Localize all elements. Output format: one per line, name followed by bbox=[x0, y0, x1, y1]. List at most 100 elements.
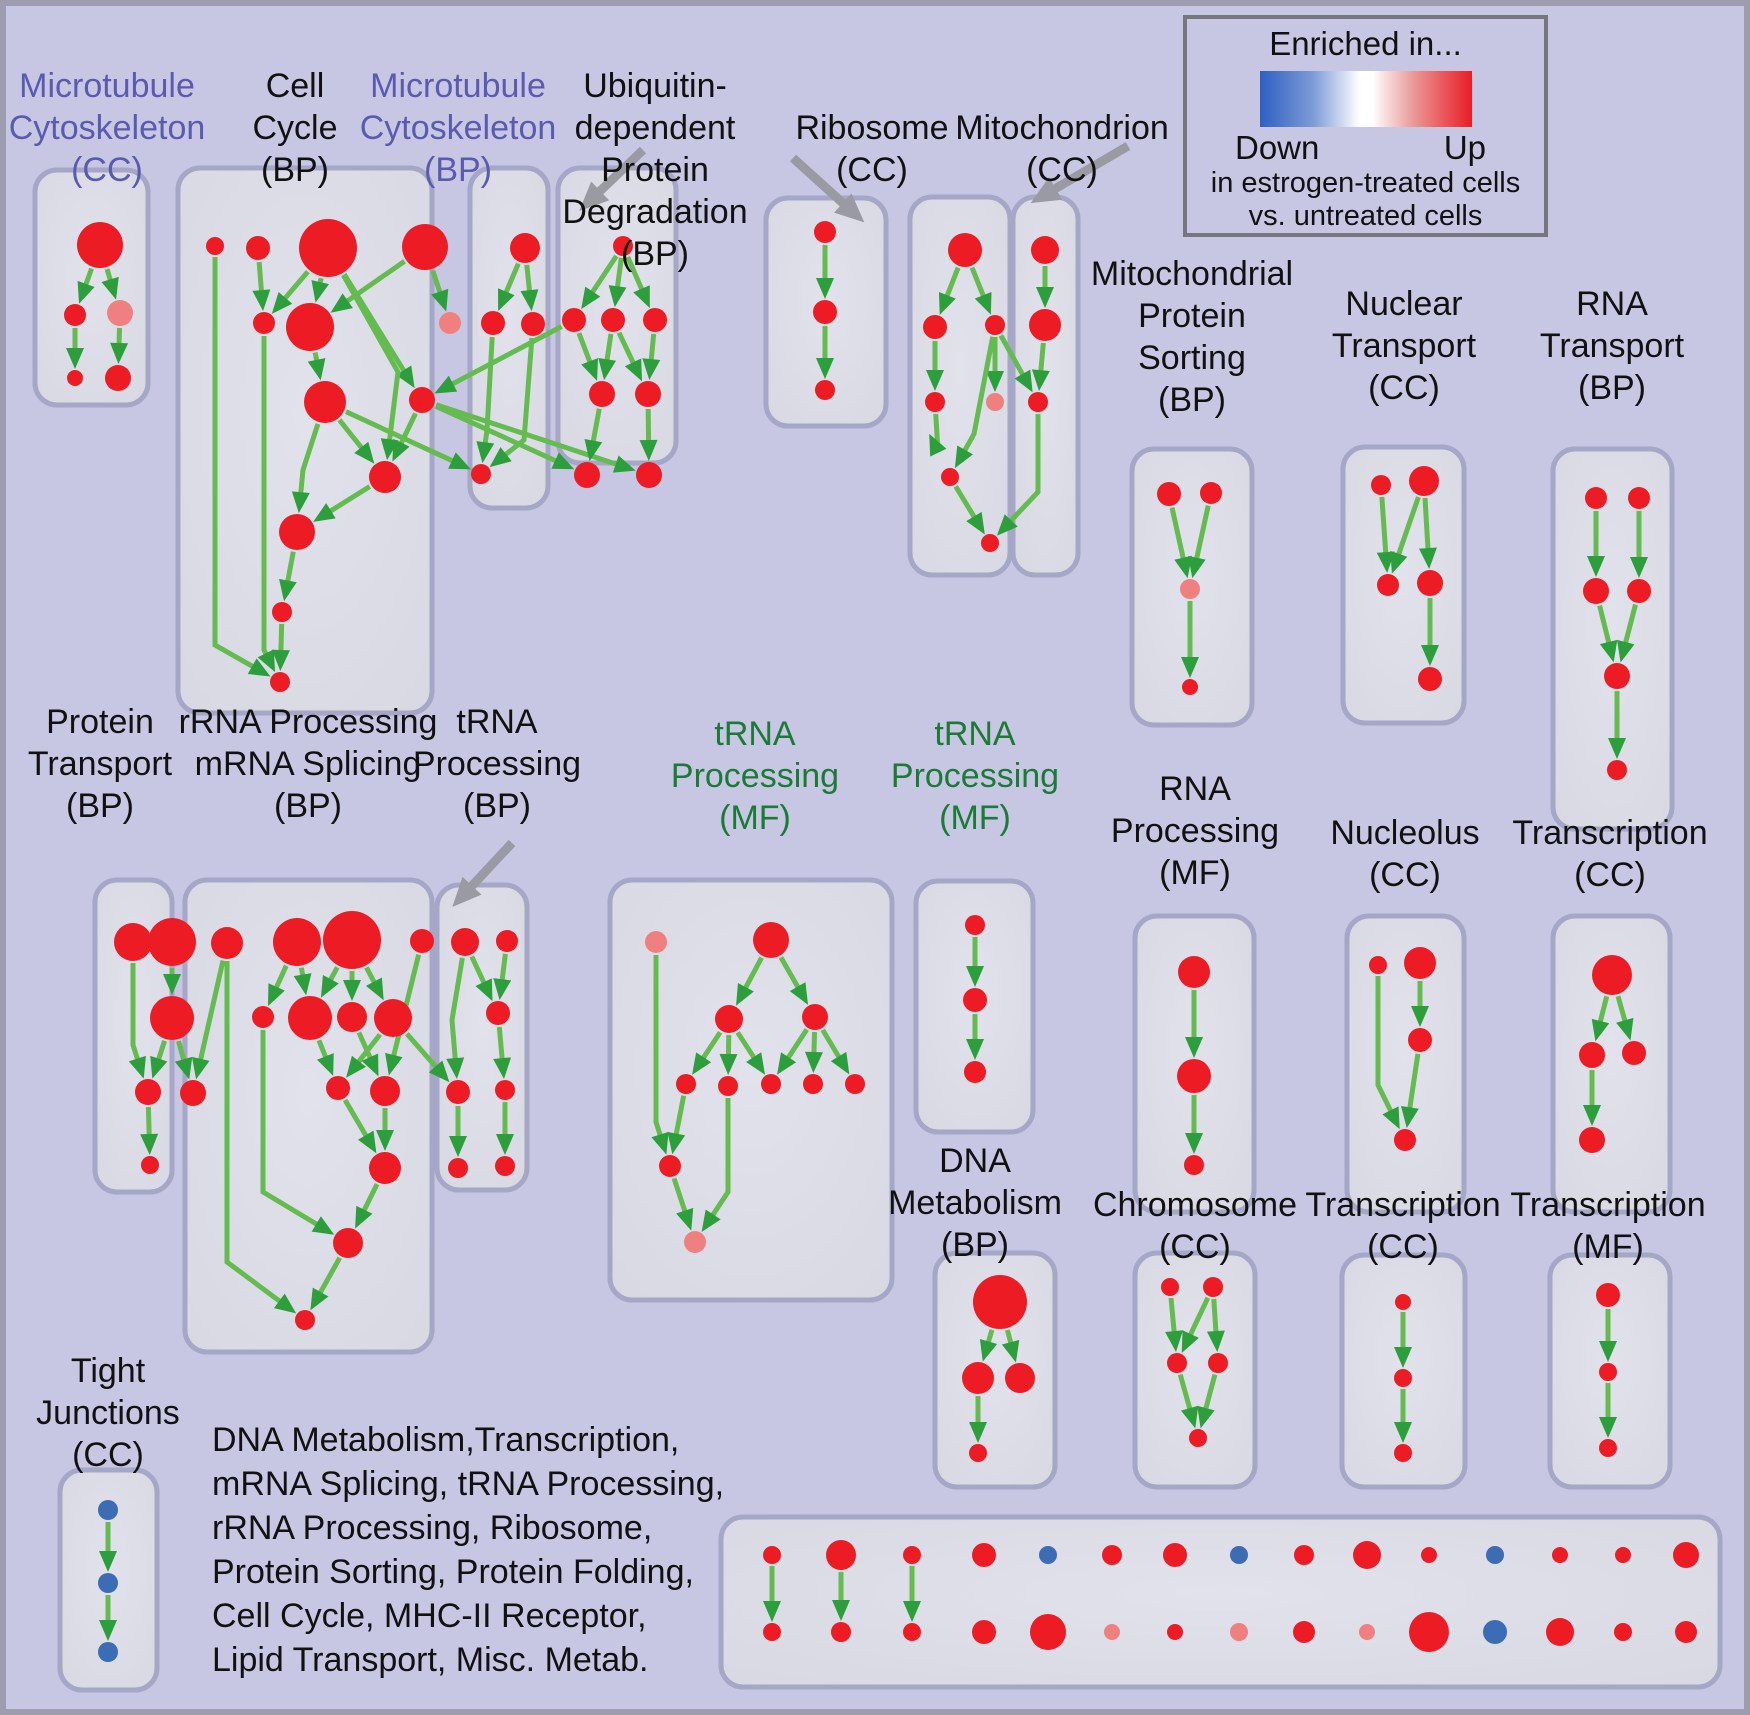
go-term-node-n7 bbox=[761, 1074, 781, 1094]
legend-down-label: Down bbox=[1235, 129, 1320, 166]
edge-arrow bbox=[520, 264, 539, 312]
go-term-node-f1 bbox=[948, 233, 982, 267]
go-term-node-x13t bbox=[1552, 1547, 1568, 1563]
edge-arrow bbox=[581, 254, 619, 310]
edge-arrow bbox=[110, 327, 129, 365]
go-term-node-b5 bbox=[253, 312, 275, 334]
go-term-node-h2 bbox=[1200, 482, 1222, 504]
go-term-node-x14t bbox=[1615, 1547, 1631, 1563]
cluster-label-transcription-cc-2: Transcription (CC) bbox=[1305, 1186, 1500, 1266]
go-term-node-r2 bbox=[1579, 1042, 1605, 1068]
cluster-label-mito-protein-sorting: Mitochondrial Protein Sorting (BP) bbox=[1091, 255, 1293, 419]
go-term-node-f2 bbox=[923, 315, 947, 339]
go-term-node-m1 bbox=[451, 928, 479, 956]
go-term-node-t2 bbox=[1203, 1277, 1223, 1297]
go-term-node-u2 bbox=[1394, 1369, 1412, 1387]
go-term-node-x6b bbox=[1104, 1624, 1120, 1640]
go-term-node-n6 bbox=[718, 1076, 738, 1096]
go-term-node-l2 bbox=[273, 918, 321, 966]
go-term-node-v2 bbox=[1599, 1363, 1617, 1381]
go-term-node-x13b bbox=[1546, 1618, 1574, 1646]
go-term-node-c4 bbox=[471, 464, 491, 484]
go-term-node-k6 bbox=[141, 1156, 159, 1174]
go-term-node-q2 bbox=[1404, 947, 1436, 979]
edge-arrow bbox=[342, 1098, 377, 1154]
go-term-node-b1 bbox=[206, 237, 224, 255]
go-term-node-x4b bbox=[972, 1620, 996, 1644]
go-term-node-i2 bbox=[1409, 466, 1439, 496]
edge-arrow bbox=[1169, 507, 1192, 579]
go-term-node-l7 bbox=[337, 1002, 367, 1032]
edge-arrow bbox=[252, 261, 271, 312]
edge-arrow bbox=[692, 1030, 723, 1075]
cluster-label-rna-transport: RNA Transport (BP) bbox=[1540, 285, 1685, 407]
go-term-node-e3 bbox=[815, 380, 835, 400]
edge-arrow bbox=[1591, 995, 1610, 1042]
go-term-node-l11 bbox=[369, 1152, 401, 1184]
go-term-node-a1 bbox=[77, 222, 123, 268]
go-term-node-i3 bbox=[1377, 574, 1399, 596]
go-term-node-b12 bbox=[272, 602, 292, 622]
go-term-node-s4 bbox=[969, 1444, 987, 1462]
go-term-node-h1 bbox=[1157, 482, 1181, 506]
edge-arrow bbox=[625, 256, 650, 309]
go-term-node-n2 bbox=[753, 922, 789, 958]
edge-arrow bbox=[271, 623, 290, 672]
cluster-label-ubiquitin-degradation: Ubiquitin-dependent Protein Degradation (BP… bbox=[562, 67, 747, 273]
go-term-node-k4 bbox=[135, 1079, 161, 1105]
edge-arrow bbox=[969, 266, 992, 315]
edge-arrow bbox=[576, 332, 599, 381]
go-term-node-m5 bbox=[495, 1080, 515, 1100]
cluster-label-trna-mf-1: tRNA Processing (MF) bbox=[671, 715, 839, 837]
go-term-node-k3 bbox=[150, 996, 194, 1040]
go-term-node-t5 bbox=[1189, 1429, 1207, 1447]
go-term-node-n8 bbox=[803, 1074, 823, 1094]
go-term-node-x2t bbox=[826, 1540, 856, 1570]
cluster-label-rrna-mrna: rRNA Processing mRNA Splicing (BP) bbox=[179, 703, 438, 825]
color-legend: Enriched in... Down Up in estrogen-treat… bbox=[1183, 15, 1548, 237]
go-term-node-g1 bbox=[1031, 236, 1059, 264]
go-term-node-v1 bbox=[1596, 1283, 1620, 1307]
edge-arrow bbox=[434, 324, 563, 394]
cluster-label-transcription-cc-1: Transcription (CC) bbox=[1512, 814, 1707, 894]
go-term-node-i1 bbox=[1371, 475, 1391, 495]
go-term-node-f6 bbox=[941, 468, 959, 486]
go-term-node-l13 bbox=[295, 1310, 315, 1330]
go-term-node-j1 bbox=[1585, 487, 1607, 509]
go-term-node-o1 bbox=[965, 915, 985, 935]
edge-arrow bbox=[979, 1329, 998, 1362]
edge-arrow bbox=[651, 955, 669, 1155]
edge-arrow bbox=[998, 334, 1033, 393]
go-term-node-w1 bbox=[98, 1500, 118, 1520]
cluster-box-mt-cc bbox=[32, 167, 151, 408]
edge-arrow bbox=[493, 953, 512, 1001]
edge-arrow bbox=[311, 277, 329, 303]
cluster-box-nuclear-transport bbox=[1340, 444, 1467, 726]
cluster-label-dna-metabolism: DNA Metabolism (BP) bbox=[888, 1142, 1062, 1264]
go-term-node-k1 bbox=[114, 923, 152, 961]
edge-arrow bbox=[1206, 1298, 1225, 1353]
go-term-node-d2 bbox=[562, 308, 586, 332]
edge-arrow bbox=[257, 336, 276, 673]
cluster-box-ribosome bbox=[907, 194, 1013, 578]
label-pointer-arrow-2 bbox=[789, 154, 865, 223]
go-term-node-j6 bbox=[1607, 760, 1627, 780]
go-term-node-x9t bbox=[1294, 1545, 1314, 1565]
go-term-node-d5 bbox=[589, 381, 615, 407]
edge-arrow bbox=[938, 266, 961, 315]
label-pointer-arrow-4 bbox=[452, 839, 516, 908]
go-term-node-t4 bbox=[1208, 1353, 1228, 1373]
edge-arrow bbox=[313, 484, 372, 522]
edge-arrow bbox=[489, 337, 535, 468]
cluster-label-tight-junctions: Tight Junctions (CC) bbox=[36, 1352, 180, 1474]
go-term-node-c2 bbox=[481, 311, 505, 335]
go-term-node-n9 bbox=[845, 1074, 865, 1094]
go-term-node-m4 bbox=[446, 1080, 470, 1104]
go-term-node-x8b bbox=[1230, 1623, 1248, 1641]
go-term-node-w2 bbox=[98, 1573, 118, 1593]
edge-arrow bbox=[310, 1256, 342, 1311]
go-term-node-j4 bbox=[1627, 579, 1651, 603]
go-term-node-x14b bbox=[1614, 1623, 1632, 1641]
edge-arrow bbox=[364, 966, 384, 1001]
